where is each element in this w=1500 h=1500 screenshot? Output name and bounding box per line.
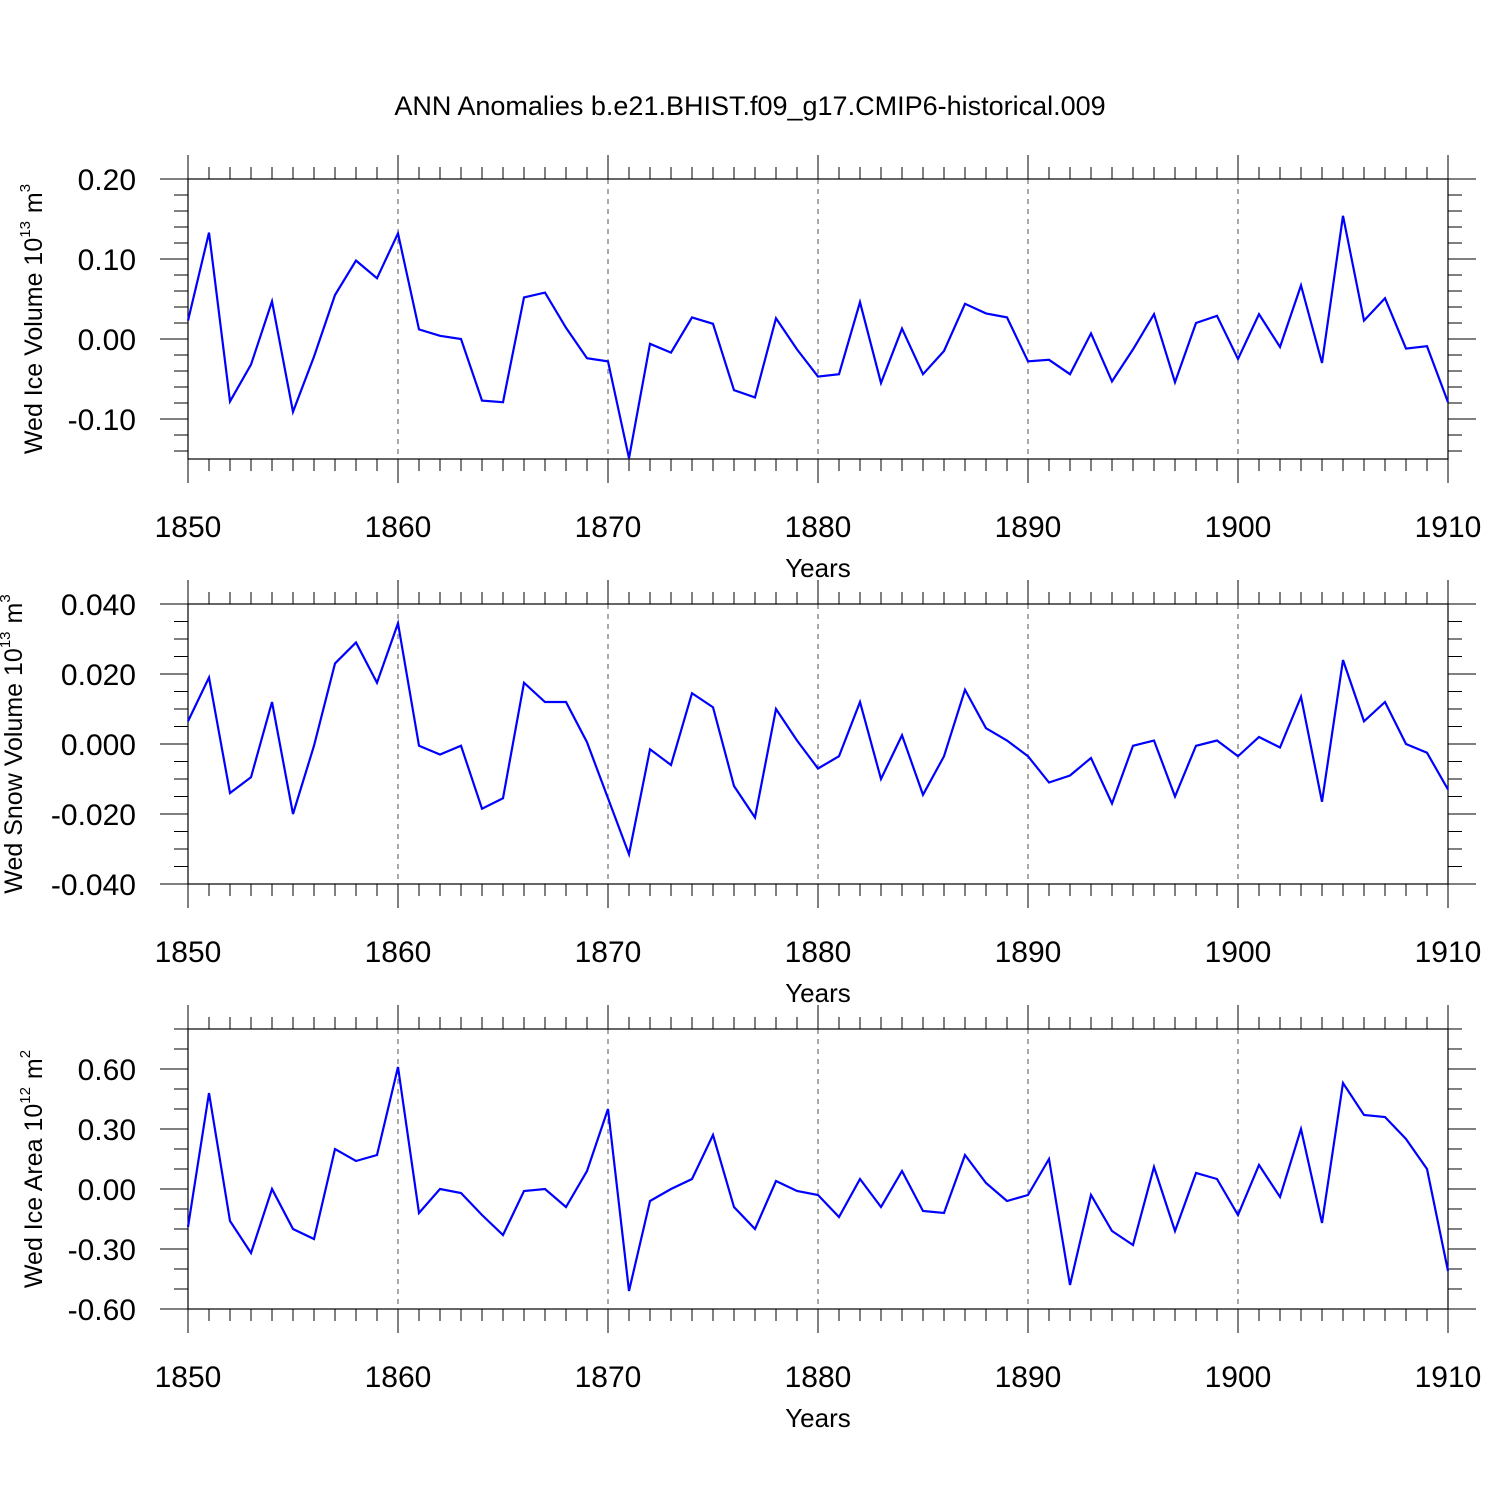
x-tick-label: 1910	[1415, 1361, 1482, 1394]
y-axis-label-exponent: 13	[17, 221, 34, 238]
x-tick-label: 1910	[1415, 936, 1482, 969]
y-axis-label-unit-exponent: 3	[0, 594, 14, 602]
y-tick-label: 0.00	[78, 1174, 136, 1207]
y-axis-label: Wed Ice Area 1012 m2	[17, 1050, 48, 1288]
x-tick-label: 1860	[365, 1361, 432, 1394]
x-tick-label: 1870	[575, 1361, 642, 1394]
x-tick-label: 1900	[1205, 511, 1272, 544]
y-axis-label-exponent: 13	[0, 631, 14, 648]
y-tick-label: 0.60	[78, 1054, 136, 1087]
x-tick-label: 1900	[1205, 936, 1272, 969]
y-axis-label-unit-exponent: 3	[17, 184, 34, 192]
x-axis-label: Years	[785, 553, 851, 583]
y-axis-label-main: Wed Snow Volume 10	[0, 648, 28, 894]
y-axis-label: Wed Ice Volume 1013 m3	[17, 184, 48, 454]
x-axis-label: Years	[785, 1403, 851, 1433]
panel-ice-area: 0.60 0.30 0.00 -0.30 -0.60 1850 1860 1870 1880 18…	[17, 1005, 1481, 1433]
y-tick-label: 0.20	[78, 164, 136, 197]
panel-ice-volume: 0.20 0.10 0.00 -0.10 1850 1860 1870 1880 1890 190…	[17, 155, 1481, 583]
x-tick-label: 1850	[155, 511, 222, 544]
y-axis-label: Wed Snow Volume 1013 m3	[0, 594, 28, 893]
x-tick-label: 1880	[785, 1361, 852, 1394]
x-tick-label: 1870	[575, 511, 642, 544]
x-tick-label: 1870	[575, 936, 642, 969]
x-tick-label: 1860	[365, 511, 432, 544]
x-tick-label: 1890	[995, 511, 1062, 544]
y-tick-label: -0.040	[51, 869, 136, 902]
y-tick-label: -0.10	[68, 404, 136, 437]
x-tick-label: 1880	[785, 511, 852, 544]
x-tick-label: 1910	[1415, 511, 1482, 544]
y-tick-label: 0.040	[61, 589, 136, 622]
y-axis-label-unit: m	[0, 603, 28, 624]
y-tick-label: 0.10	[78, 244, 136, 277]
y-tick-label: 0.000	[61, 729, 136, 762]
x-tick-label: 1850	[155, 936, 222, 969]
x-tick-label: 1890	[995, 1361, 1062, 1394]
y-tick-label: 0.30	[78, 1114, 136, 1147]
y-axis-label-unit-exponent: 2	[17, 1050, 34, 1058]
y-tick-label: -0.60	[68, 1294, 136, 1327]
y-axis-label-unit: m	[20, 192, 48, 213]
x-tick-label: 1880	[785, 936, 852, 969]
x-tick-label: 1890	[995, 936, 1062, 969]
chart-title: ANN Anomalies b.e21.BHIST.f09_g17.CMIP6-…	[394, 91, 1105, 121]
y-axis-label-exponent: 12	[17, 1087, 34, 1104]
y-axis-label-main: Wed Ice Volume 10	[20, 238, 48, 454]
x-tick-label: 1850	[155, 1361, 222, 1394]
panel-snow-volume: 0.040 0.020 0.000 -0.020 -0.040 1850 1860 1870 1…	[0, 580, 1481, 1008]
x-tick-label: 1900	[1205, 1361, 1272, 1394]
y-axis-label-unit: m	[20, 1058, 48, 1079]
y-tick-label: 0.00	[78, 324, 136, 357]
y-tick-label: -0.020	[51, 799, 136, 832]
x-axis-label: Years	[785, 978, 851, 1008]
x-tick-label: 1860	[365, 936, 432, 969]
y-axis-label-main: Wed Ice Area 10	[20, 1104, 48, 1288]
y-tick-label: 0.020	[61, 659, 136, 692]
y-tick-label: -0.30	[68, 1234, 136, 1267]
